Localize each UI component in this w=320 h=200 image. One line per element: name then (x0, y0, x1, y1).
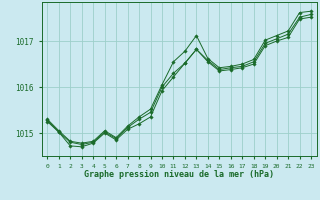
X-axis label: Graphe pression niveau de la mer (hPa): Graphe pression niveau de la mer (hPa) (84, 170, 274, 179)
